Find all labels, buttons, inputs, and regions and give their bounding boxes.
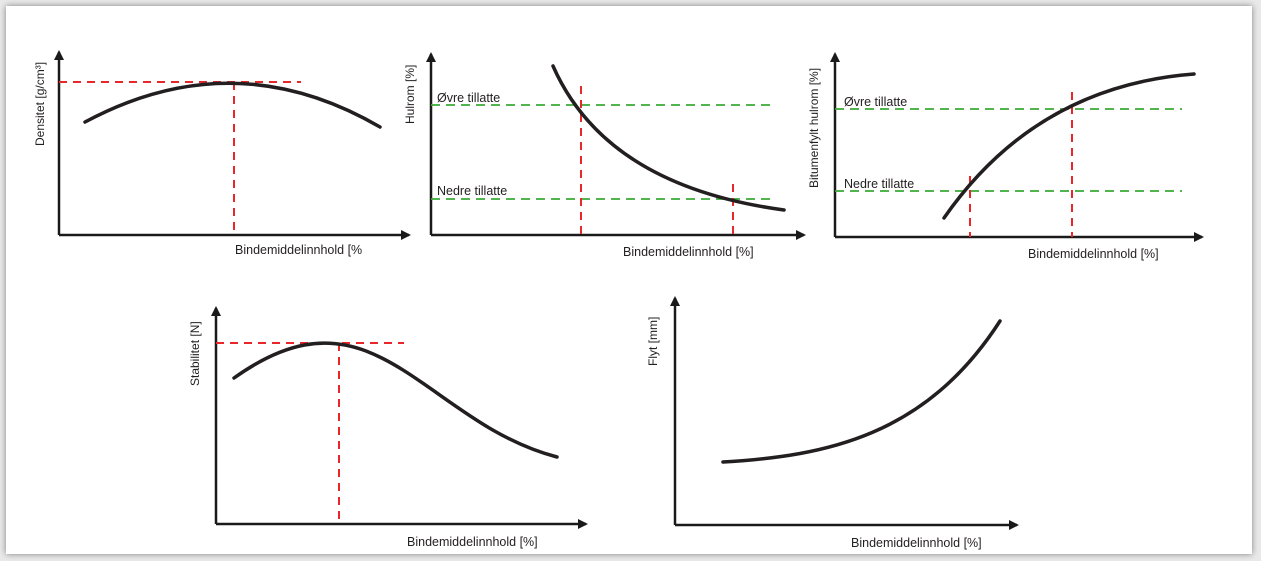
stabilitet-curve — [232, 341, 559, 459]
bitumenfylt-panel: Øvre tillatte Nedre tillatte Bitumenfylt… — [807, 52, 1204, 261]
stabilitet-ylabel: Stabilitet [N] — [188, 321, 202, 386]
stabilitet-panel: Stabilitet [N] Bindemiddelinnhold [%] — [188, 306, 588, 549]
flyt-curve — [721, 319, 1002, 464]
densitet-panel: Densitet [g/cm³] Bindemiddelinnhold [% — [33, 50, 411, 257]
stabilitet-xlabel: Bindemiddelinnhold [%] — [407, 535, 538, 549]
bitumenfylt-curve — [942, 72, 1196, 220]
flyt-panel: Flyt [mm] Bindemiddelinnhold [%] — [646, 296, 1019, 550]
bitumenfylt-upper-label: Øvre tillatte — [844, 95, 907, 109]
densitet-ylabel: Densitet [g/cm³] — [33, 62, 47, 146]
hulrom-ylabel: Hulrom [%] — [403, 65, 417, 124]
densitet-curve — [83, 81, 382, 129]
flyt-xlabel: Bindemiddelinnhold [%] — [851, 536, 982, 550]
hulrom-upper-label: Øvre tillatte — [437, 91, 500, 105]
hulrom-panel: Øvre tillatte Nedre tillatte Hulrom [%] … — [403, 52, 806, 259]
figure-canvas: Densitet [g/cm³] Bindemiddelinnhold [% Ø… — [33, 50, 1204, 550]
bitumenfylt-ylabel: Bitumenfylt hulrom [%] — [807, 68, 821, 188]
hulrom-lower-label: Nedre tillatte — [437, 184, 507, 198]
hulrom-curve — [551, 64, 786, 212]
figure-frame: Densitet [g/cm³] Bindemiddelinnhold [% Ø… — [6, 6, 1252, 554]
bitumenfylt-lower-label: Nedre tillatte — [844, 177, 914, 191]
hulrom-xlabel: Bindemiddelinnhold [%] — [623, 245, 754, 259]
densitet-xlabel: Bindemiddelinnhold [% — [235, 243, 362, 257]
bitumenfylt-xlabel: Bindemiddelinnhold [%] — [1028, 247, 1159, 261]
flyt-ylabel: Flyt [mm] — [646, 317, 660, 366]
